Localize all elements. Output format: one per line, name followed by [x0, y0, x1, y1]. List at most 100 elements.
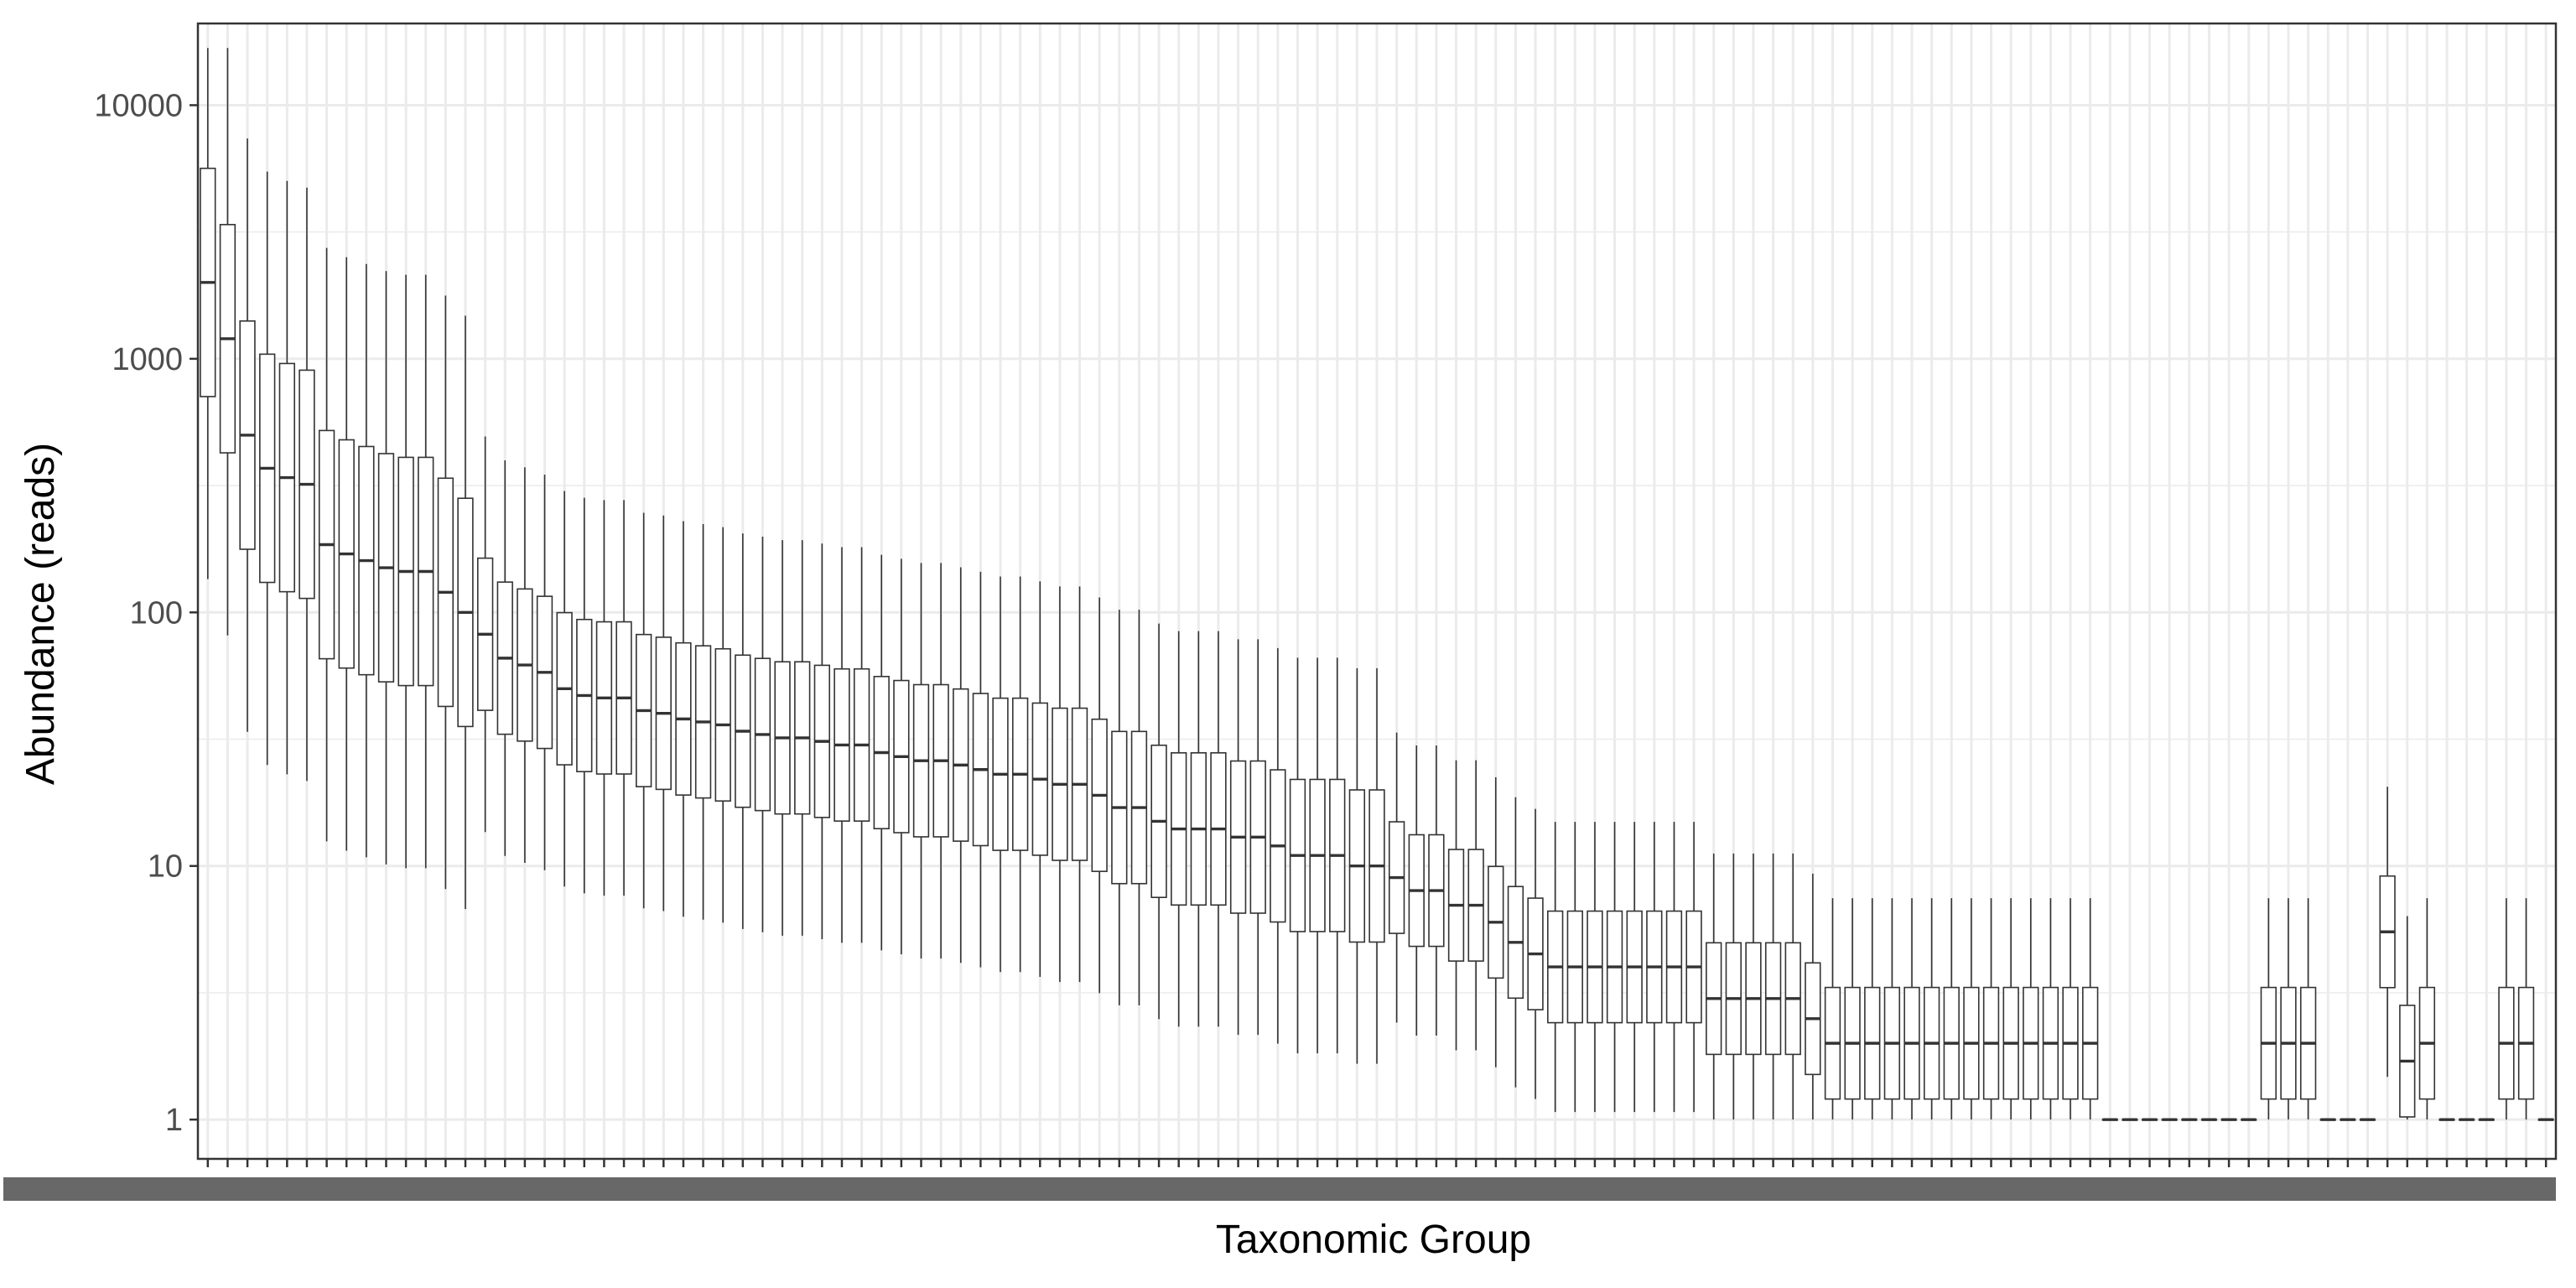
box-group	[1368, 667, 1385, 1064]
box-group	[1091, 597, 1108, 994]
box-group	[2340, 1118, 2356, 1121]
box-group	[299, 187, 315, 782]
box-group	[200, 48, 216, 579]
box-group	[556, 491, 573, 887]
box-group	[932, 563, 949, 959]
box-group	[714, 527, 731, 923]
box-group	[1447, 760, 1465, 1051]
box-group	[1725, 853, 1742, 1120]
y-tick-label: 100	[130, 595, 183, 631]
box-group	[2122, 1118, 2138, 1121]
box-group	[2062, 898, 2079, 1120]
box-group	[1348, 667, 1366, 1064]
box-group	[1467, 760, 1484, 1051]
x-axis-title: Taxonomic Group	[1216, 1218, 1531, 1262]
box-group	[1270, 647, 1286, 1044]
box-group	[536, 474, 553, 870]
box-group	[1011, 576, 1029, 973]
boxes	[200, 48, 2554, 1121]
box-group	[1408, 745, 1425, 1036]
box-group	[239, 138, 256, 732]
box-group	[1111, 610, 1128, 1005]
box-group	[338, 257, 355, 851]
box-group	[893, 558, 910, 955]
box-group	[873, 554, 890, 951]
box-group	[1923, 898, 1940, 1120]
box-group	[1428, 745, 1445, 1036]
box-group	[794, 540, 811, 936]
box-group	[1527, 808, 1544, 1099]
box-group	[2280, 898, 2297, 1120]
box-group	[675, 521, 692, 917]
box-group	[615, 500, 632, 896]
box-group	[2399, 916, 2416, 1120]
box-group	[1784, 853, 1801, 1120]
y-tick-label: 1000	[112, 342, 183, 377]
box-group	[1903, 898, 1920, 1120]
box-group	[437, 295, 454, 890]
box-group	[358, 263, 375, 858]
box-group	[1507, 797, 1524, 1088]
box-group	[318, 247, 335, 842]
box-group	[953, 567, 969, 963]
box-group	[912, 563, 930, 959]
box-group	[2101, 1118, 2118, 1121]
box-group	[1646, 822, 1663, 1113]
box-group	[2082, 898, 2099, 1120]
box-group	[1289, 657, 1306, 1054]
box-group	[397, 274, 414, 869]
box-group	[2200, 1118, 2218, 1121]
box-group	[1547, 822, 1564, 1113]
box-group	[1329, 657, 1346, 1054]
box-group	[517, 467, 533, 863]
box-group	[2438, 1118, 2455, 1121]
box-group	[2299, 898, 2317, 1120]
box-group	[1764, 853, 1782, 1120]
box-group	[377, 271, 395, 865]
box-group	[2478, 1118, 2495, 1121]
box-group	[2319, 1118, 2336, 1121]
y-tick-label: 1	[165, 1103, 183, 1138]
box-group	[2220, 1118, 2237, 1121]
box-group	[595, 500, 613, 896]
box-group	[1943, 898, 1960, 1120]
box-group	[1031, 581, 1048, 978]
box-group	[754, 537, 771, 932]
grid	[198, 23, 2556, 1159]
box-group	[694, 523, 712, 920]
box-group	[2042, 898, 2059, 1120]
box-group	[1844, 898, 1861, 1120]
box-group	[1566, 822, 1583, 1113]
box-group	[1190, 631, 1207, 1027]
box-group	[457, 315, 474, 910]
x-axis	[3, 1159, 2556, 1201]
box-group	[1706, 853, 1722, 1120]
box-group	[1071, 586, 1088, 983]
box-group	[1587, 822, 1603, 1113]
box-group	[2517, 898, 2535, 1120]
box-group	[576, 497, 593, 894]
box-group	[853, 547, 870, 943]
box-group	[1249, 639, 1266, 1036]
box-group	[1130, 610, 1148, 1005]
box-group	[1685, 822, 1702, 1113]
box-group	[2181, 1118, 2198, 1121]
box-group	[476, 436, 494, 833]
box-group	[2023, 898, 2039, 1120]
y-tick-label: 10000	[94, 88, 183, 123]
box-group	[1052, 586, 1068, 983]
x-tick-labels-illegible	[3, 1177, 2556, 1201]
box-group	[1488, 776, 1504, 1067]
box-group	[2498, 898, 2515, 1120]
box-group	[2379, 787, 2396, 1078]
box-group	[774, 540, 791, 936]
box-group	[1388, 732, 1405, 1023]
box-group	[1963, 898, 1980, 1120]
box-group	[2459, 1118, 2475, 1121]
box-group	[1982, 898, 2000, 1120]
y-axis: 1 10 100 1000 10000	[94, 88, 198, 1138]
box-group	[735, 533, 751, 929]
box-group	[1150, 623, 1167, 1020]
box-group	[219, 48, 236, 636]
